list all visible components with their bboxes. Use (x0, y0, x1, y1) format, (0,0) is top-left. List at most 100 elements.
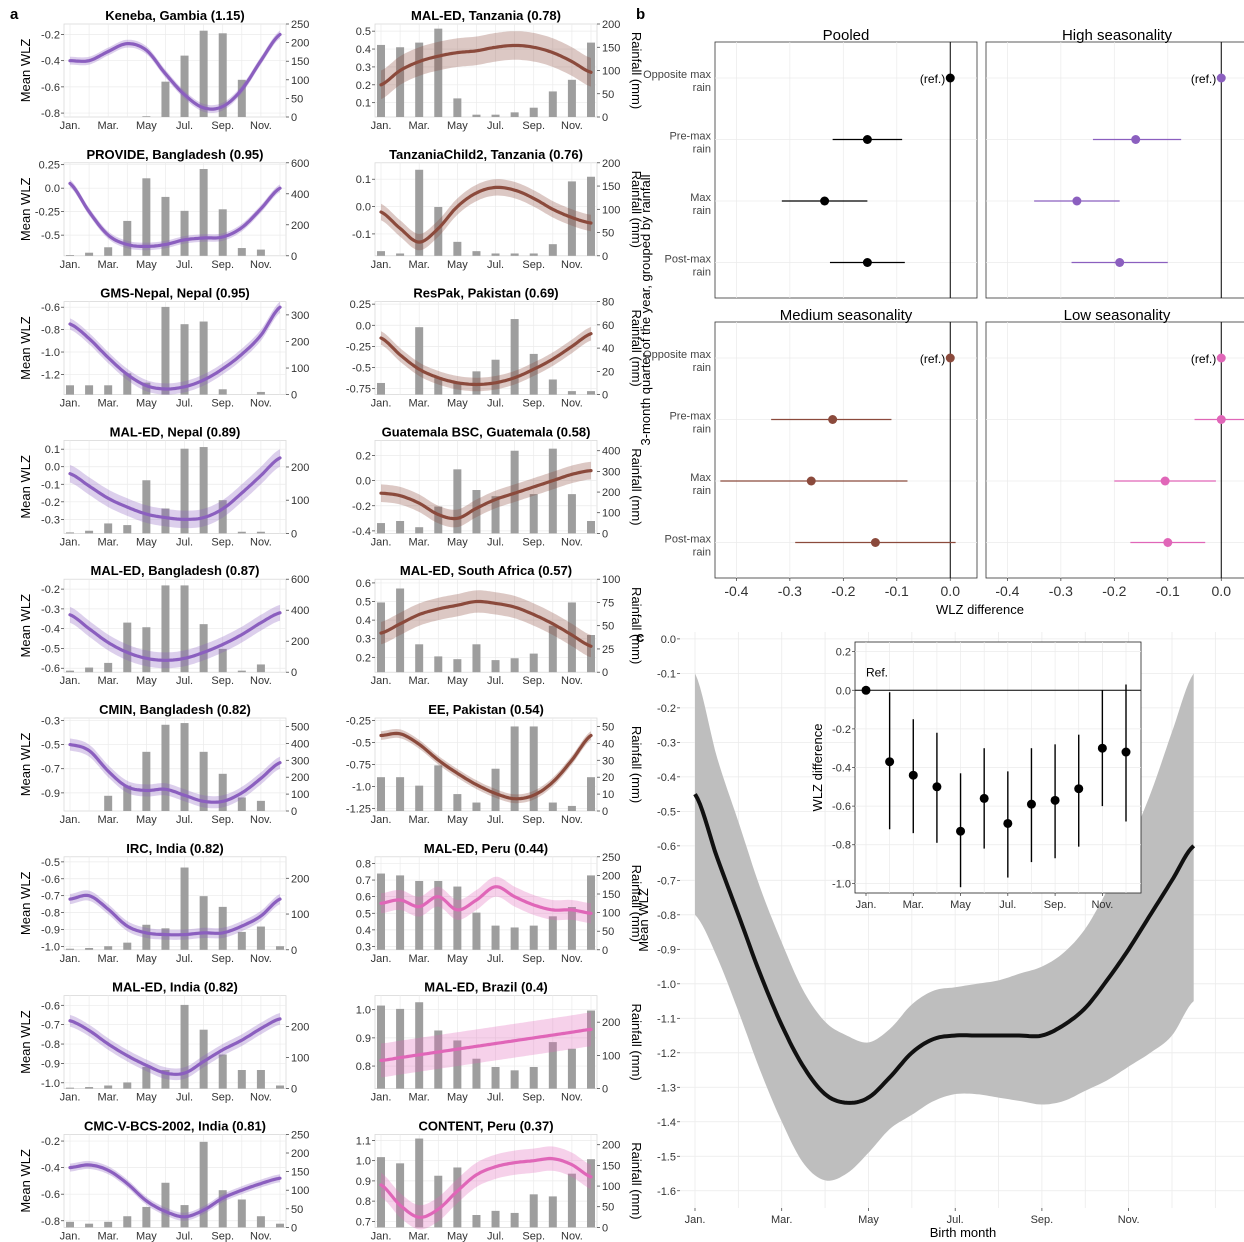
rain-tick-label: 0 (291, 528, 297, 540)
rainfall-bar (161, 508, 170, 534)
month-tick-label: Sep. (522, 1230, 545, 1242)
rainfall-bar (529, 726, 538, 811)
rainfall-bar (415, 880, 424, 950)
rain-tick-label: 0 (602, 1084, 608, 1096)
rainfall-bar (237, 79, 246, 117)
rainfall-bar (472, 1058, 481, 1089)
wlz-tick-label: 0.25 (350, 299, 371, 311)
wlz-tick-label: -0.6 (41, 663, 60, 675)
rainfall-bar (66, 255, 74, 256)
rain-tick-label: 100 (602, 1181, 620, 1193)
rainfall-bar (142, 751, 151, 811)
wlz-tick-label: -0.5 (352, 363, 371, 375)
month-tick-label: Sep. (211, 1092, 234, 1104)
rainfall-bar (377, 44, 385, 117)
rainfall-bar (396, 1163, 405, 1228)
rainfall-bar (237, 248, 246, 256)
rainfall-bar (180, 324, 189, 395)
month-tick-label: Nov. (250, 675, 272, 687)
month-tick-label: Sep. (211, 120, 234, 132)
wlz-axis-title: Mean WLZ (18, 871, 33, 935)
rainfall-bar (510, 726, 519, 811)
wlz-tick-label: -0.8 (41, 325, 60, 337)
wlz-axis-title: Mean WLZ (18, 316, 33, 380)
rainfall-bar (377, 1157, 385, 1228)
rainfall-bar (529, 653, 538, 673)
cohort-panel: -1.0 -0.9 -0.8 -0.7 -0.6 -0.5 0 100 200 Jan. Mar. M… (18, 841, 309, 965)
rain-tick-label: 0 (291, 390, 297, 402)
wlz-tick-label: -1.2 (41, 369, 60, 381)
month-tick-label: Mar. (408, 675, 429, 687)
rainfall-bar (256, 531, 265, 534)
wlz-trend-line (68, 32, 282, 111)
category-label-line: Post-max (665, 534, 712, 546)
rain-tick-label: 150 (291, 56, 309, 68)
rainfall-bar (180, 585, 189, 673)
rain-tick-label: 150 (602, 1160, 620, 1172)
month-tick-label: Nov. (250, 814, 272, 826)
rain-tick-label: 0 (291, 251, 297, 263)
month-tick-label: Nov. (250, 259, 272, 271)
rainfall-bar (237, 670, 246, 673)
wlz-tick-label: 0.6 (356, 578, 371, 590)
wlz-trend-line (379, 332, 593, 387)
wlz-tick-label: -0.4 (41, 56, 60, 68)
wlz-axis-title: Mean WLZ (18, 733, 33, 797)
rain-tick-label: 200 (291, 636, 309, 648)
x-tick-label: -0.2 (1102, 583, 1126, 599)
rainfall-bar (548, 625, 557, 673)
y-tick-label: -1.3 (657, 1082, 676, 1094)
month-tick-label: Jan. (60, 536, 81, 548)
rainfall-bar (529, 1194, 538, 1228)
month-tick-label: Jan. (60, 675, 81, 687)
rainfall-bar (161, 306, 170, 395)
rain-tick-label: 0 (602, 1222, 608, 1234)
wlz-trend-line (379, 469, 593, 521)
rainfall-bar (548, 1042, 557, 1089)
panel-c-y-axis-title: Mean WLZ (636, 888, 651, 952)
month-tick-label: May (447, 814, 468, 826)
month-tick-label: Nov. (561, 120, 583, 132)
rainfall-bar (180, 723, 189, 811)
rain-tick-label: 100 (602, 574, 620, 586)
wlz-tick-label: 1.1 (356, 1135, 371, 1147)
rain-tick-label: 300 (291, 310, 309, 322)
wlz-tick-label: 0.4 (356, 615, 371, 627)
rainfall-bar (587, 42, 595, 117)
wlz-confidence-band (70, 179, 280, 251)
rainfall-bar (434, 1175, 443, 1228)
rainfall-bar (434, 765, 443, 811)
category-label: Pre-max rain (669, 411, 711, 436)
cohort-title: ResPak, Pakistan (0.69) (413, 286, 558, 301)
wlz-tick-label: 0.0 (45, 462, 60, 474)
wlz-tick-label: -0.6 (41, 1189, 60, 1201)
reference-label: (ref.) (920, 352, 945, 366)
month-tick-label: Nov. (561, 536, 583, 548)
rain-tick-label: 100 (291, 75, 309, 87)
wlz-tick-label: 0.8 (356, 1061, 371, 1073)
rainfall-bar (472, 490, 481, 534)
rainfall-bar (142, 1066, 151, 1089)
rainfall-bar (161, 196, 170, 256)
month-tick-label: Jul. (176, 536, 193, 548)
rainfall-bar (434, 1030, 443, 1089)
month-tick-label: May (447, 398, 468, 410)
reference-label: (ref.) (1191, 352, 1216, 366)
category-label: Max rain (690, 192, 711, 217)
rainfall-bar (587, 1010, 595, 1089)
month-tick-label: Sep. (211, 814, 234, 826)
cohort-plot-area (374, 578, 598, 673)
wlz-confidence-band (70, 449, 280, 529)
rainfall-bar (85, 385, 94, 395)
category-label-line: rain (693, 424, 711, 436)
rainfall-bar (491, 114, 500, 117)
rainfall-bar (123, 1216, 132, 1228)
rain-tick-label: 200 (602, 158, 620, 170)
cohort-plot-area (63, 23, 287, 118)
rainfall-bar (548, 1196, 557, 1228)
month-tick-label: Jan. (371, 1230, 392, 1242)
y-tick-label: -0.9 (657, 944, 676, 956)
wlz-tick-label: 0.4 (356, 44, 371, 56)
category-label-line: Max (690, 472, 711, 484)
rainfall-bar (276, 946, 284, 950)
